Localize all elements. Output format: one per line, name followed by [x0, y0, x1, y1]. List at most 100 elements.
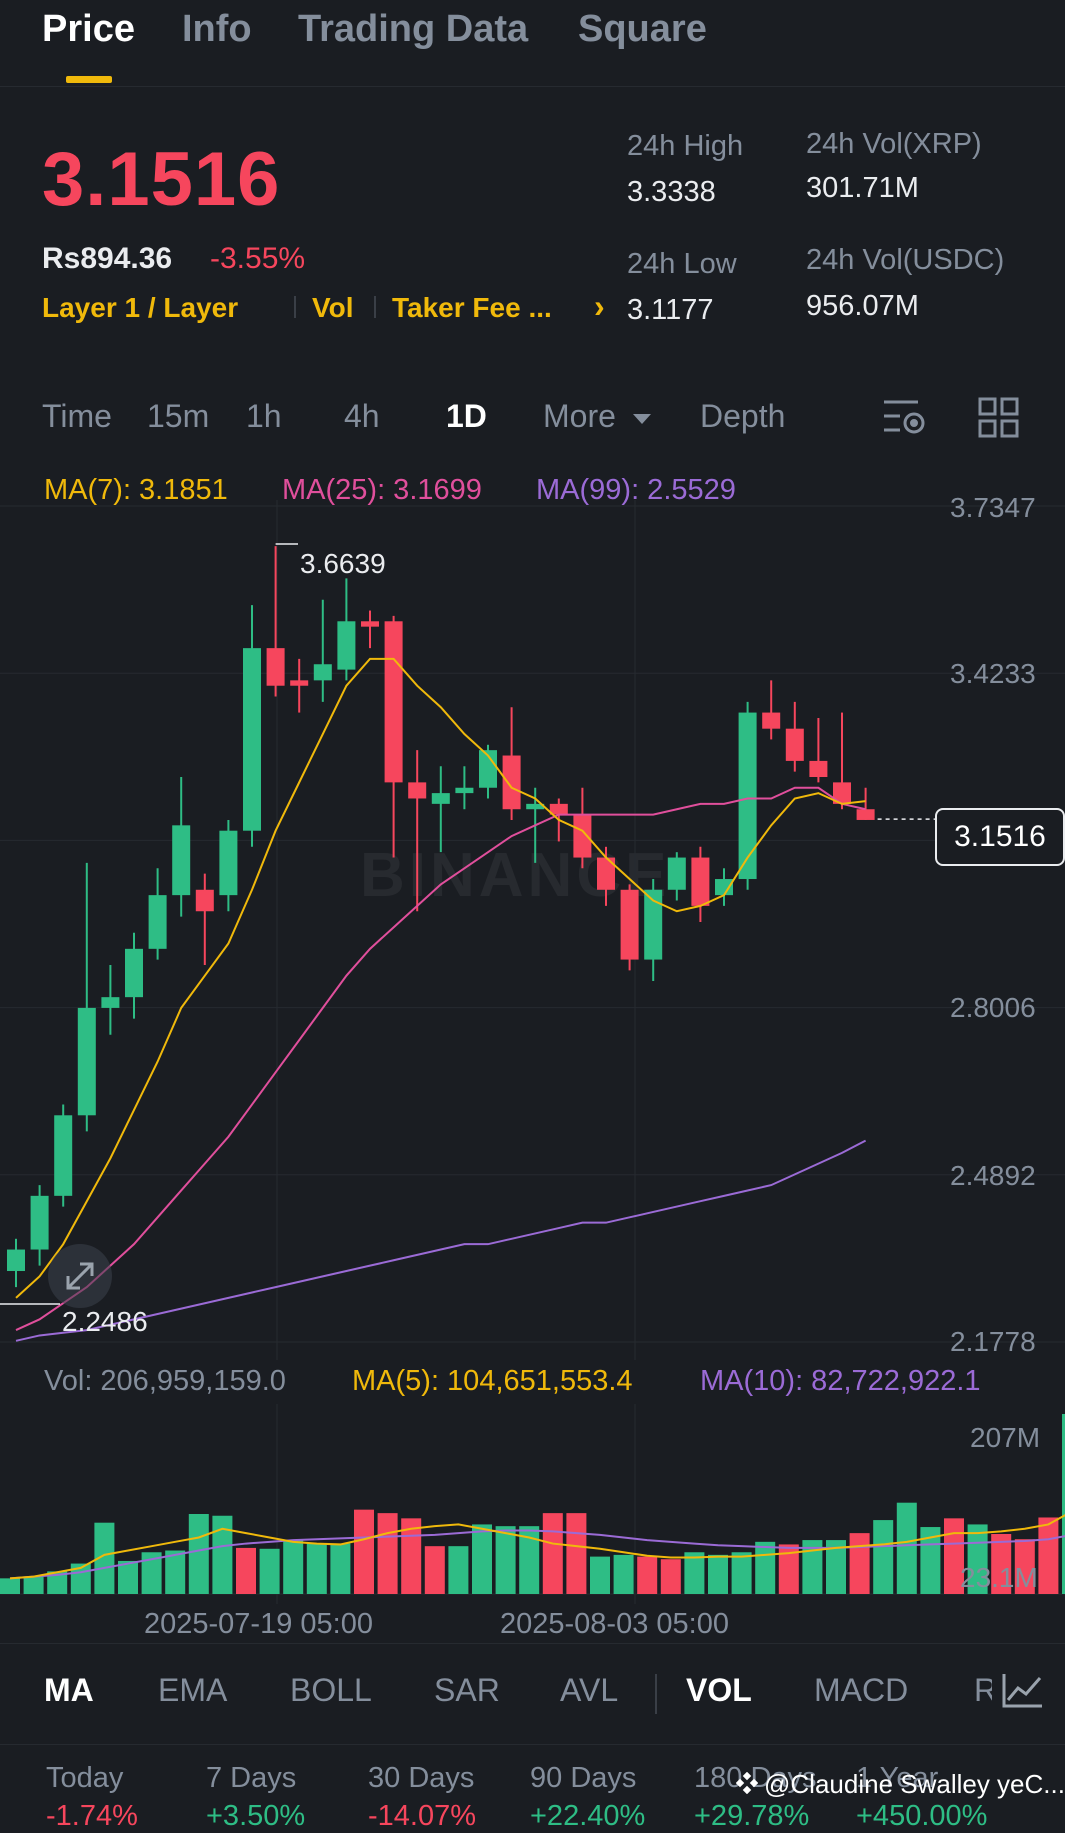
volume-ma5-line: [9, 1514, 1065, 1580]
volume-bar: [708, 1554, 728, 1594]
candle-body: [313, 664, 332, 681]
tag-taker-fee[interactable]: Taker Fee ...: [392, 292, 552, 323]
perf-value-180d: +29.78%: [694, 1800, 810, 1832]
expand-icon[interactable]: [48, 1244, 112, 1308]
indicator-ema[interactable]: EMA: [158, 1672, 228, 1708]
volume-bar: [141, 1552, 162, 1594]
binance-logo-icon: [735, 1771, 759, 1795]
tag-vol[interactable]: Vol: [312, 292, 354, 323]
grid-layout-icon[interactable]: [978, 396, 1020, 440]
date-label: 2025-08-03 05:00: [500, 1608, 729, 1640]
candle-body: [809, 760, 828, 778]
binance-watermark: BINANCE: [360, 841, 671, 910]
candle-body: [549, 803, 568, 815]
tab-info[interactable]: Info: [182, 8, 252, 50]
indicator-ma[interactable]: MA: [44, 1672, 94, 1708]
candle-body: [77, 1007, 96, 1116]
volume-ma10-line: [9, 1529, 1065, 1580]
indicator-macd[interactable]: MACD: [814, 1672, 909, 1708]
volume-bar: [566, 1513, 587, 1594]
candle-body: [785, 728, 804, 761]
tab-square[interactable]: Square: [578, 8, 707, 50]
candle-body: [361, 621, 379, 627]
candle-body: [54, 1115, 73, 1196]
volume-bar: [1038, 1517, 1059, 1594]
indicator-sar[interactable]: SAR: [434, 1672, 500, 1708]
volume-ma5-legend: MA(5): 104,651,553.4: [352, 1365, 633, 1397]
volume-bar: [448, 1546, 469, 1594]
volume-bar: [590, 1556, 610, 1594]
interval-1h[interactable]: 1h: [246, 398, 282, 434]
interval-more[interactable]: More: [543, 398, 653, 435]
price-axis-label: 2.1778: [950, 1326, 1036, 1357]
interval-time[interactable]: Time: [42, 398, 112, 434]
volume-bar: [849, 1533, 870, 1594]
last-price: 3.1516: [42, 137, 281, 222]
active-tab-indicator: [66, 76, 112, 83]
fiat-price: Rs894.36: [42, 242, 173, 275]
expand-arrows-icon: [66, 1262, 94, 1290]
candle-body: [620, 889, 639, 960]
vol-quote-value: 956.07M: [806, 290, 919, 322]
candle-body: [125, 948, 143, 998]
indicator-vol[interactable]: VOL: [686, 1672, 752, 1708]
perf-value-today: -1.74%: [46, 1800, 138, 1832]
perf-value-1y: +450.00%: [856, 1800, 988, 1832]
interval-bar: Time 15m 1h 4h 1D More Depth: [0, 390, 1065, 456]
tag-divider: [294, 296, 296, 318]
candle-body: [408, 782, 427, 799]
indicator-r[interactable]: R: [974, 1672, 998, 1708]
interval-depth[interactable]: Depth: [700, 398, 786, 434]
candle-body: [502, 755, 521, 810]
tab-price[interactable]: Price: [42, 8, 135, 50]
candle-body: [597, 857, 615, 890]
volume-bar: [23, 1576, 44, 1594]
max-price-label: 3.6639: [300, 548, 386, 579]
volume-bar: [47, 1571, 68, 1594]
perf-value-30d: -14.07%: [368, 1800, 477, 1832]
interval-1d[interactable]: 1D: [446, 398, 487, 434]
high-label: 24h High: [627, 130, 744, 162]
candlestick-chart[interactable]: [0, 500, 1065, 1360]
tab-trading-data[interactable]: Trading Data: [298, 8, 529, 50]
tag-layer[interactable]: Layer 1 / Layer: [42, 292, 239, 323]
chart-settings-icon[interactable]: [882, 396, 928, 440]
perf-label-7d: 7 Days: [206, 1762, 297, 1794]
volume-bar: [283, 1540, 304, 1594]
volume-bar: [401, 1518, 422, 1594]
indicator-boll[interactable]: BOLL: [290, 1672, 372, 1708]
volume-bar: [306, 1543, 327, 1594]
ma7-line: [15, 657, 866, 1299]
price-axis-label: 2.4892: [950, 1160, 1036, 1191]
candle-body: [195, 889, 214, 912]
volume-bar: [1062, 1414, 1065, 1594]
min-price-label: 2.2486: [62, 1306, 148, 1337]
volume-bar: [613, 1554, 634, 1594]
volume-axis-bottom: 23.1M: [960, 1562, 1038, 1593]
chevron-right-icon[interactable]: ›: [594, 288, 605, 324]
interval-4h[interactable]: 4h: [344, 398, 380, 434]
vol-quote-label: 24h Vol(USDC): [806, 244, 1005, 276]
volume-bar: [778, 1544, 799, 1594]
volume-bar: [519, 1526, 540, 1594]
perf-label-1y: 1 Year: [856, 1762, 939, 1794]
volume-bar: [236, 1547, 256, 1594]
price-change-percent: -3.55%: [210, 242, 306, 275]
perf-label-today: Today: [46, 1762, 124, 1794]
low-label: 24h Low: [627, 248, 737, 280]
interval-15m[interactable]: 15m: [147, 398, 210, 434]
perf-label-180d: 180 Days: [694, 1762, 817, 1794]
perf-label-30d: 30 Days: [368, 1762, 475, 1794]
indicator-avl[interactable]: AVL: [560, 1672, 619, 1708]
caret-down-icon: [632, 413, 651, 424]
candle-body: [148, 895, 167, 949]
candle-body: [30, 1195, 49, 1250]
candle-body: [101, 997, 120, 1008]
volume-bar: [377, 1513, 398, 1594]
indicator-settings[interactable]: [992, 1660, 1065, 1728]
candle-body: [219, 830, 238, 896]
volume-chart: [0, 1404, 1065, 1604]
vol-base-label: 24h Vol(XRP): [806, 128, 982, 160]
volume-bar: [944, 1518, 964, 1594]
candle-body: [762, 712, 781, 729]
